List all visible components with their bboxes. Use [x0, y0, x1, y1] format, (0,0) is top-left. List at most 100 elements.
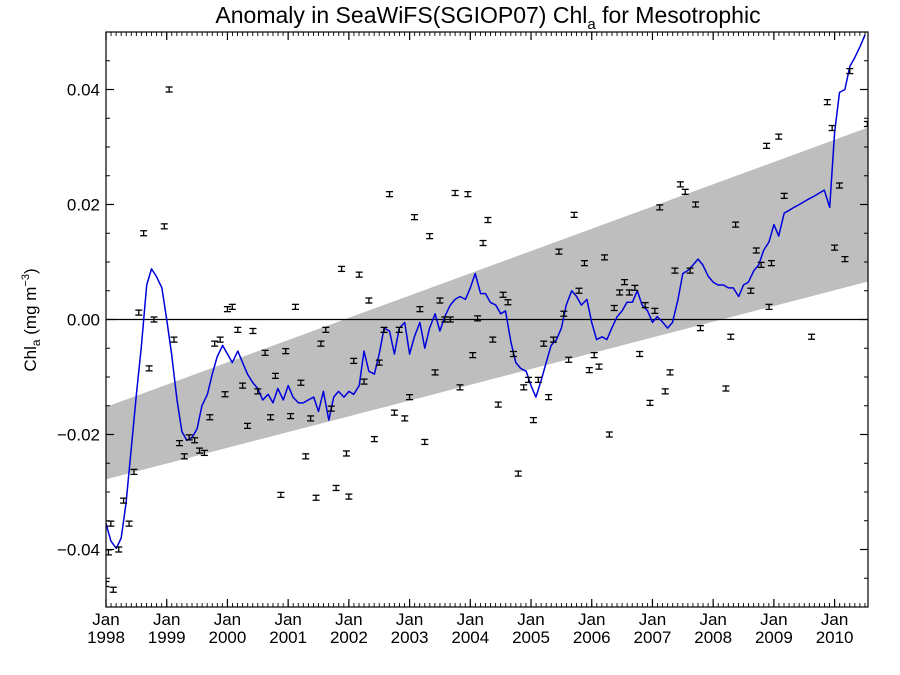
data-point — [375, 359, 383, 366]
data-point — [360, 378, 368, 385]
trend-band — [106, 127, 868, 480]
data-point — [390, 409, 398, 416]
data-point — [436, 297, 444, 304]
data-point — [489, 336, 497, 343]
plot-frame — [105, 31, 869, 608]
data-point — [107, 520, 115, 527]
data-point — [534, 376, 542, 384]
data-point — [808, 333, 816, 340]
x-tick-year-label: 2002 — [330, 628, 368, 647]
data-point — [469, 351, 477, 359]
trend-band-layer — [106, 127, 868, 480]
data-point — [727, 333, 735, 340]
data-point — [239, 382, 247, 389]
x-tick-year-label: 2009 — [755, 628, 793, 647]
data-point — [631, 284, 639, 292]
x-tick-month-label: Jan — [821, 610, 848, 629]
x-tick-year-label: 2003 — [391, 628, 429, 647]
data-point — [109, 586, 117, 593]
data-point — [605, 431, 613, 438]
data-point — [504, 299, 512, 306]
data-point — [345, 493, 353, 500]
data-point — [509, 350, 517, 358]
x-tick-year-label: 2005 — [512, 628, 550, 647]
x-tick-month-label: Jan — [335, 610, 362, 629]
data-point — [446, 316, 454, 323]
data-point — [297, 379, 305, 386]
data-point — [291, 303, 299, 311]
y-tick-label: −0.04 — [57, 541, 100, 560]
data-point — [494, 401, 502, 408]
data-point — [196, 447, 204, 454]
data-point — [549, 336, 557, 343]
data-point — [350, 357, 358, 365]
data-point — [130, 468, 138, 476]
x-tick-year-label: 2000 — [209, 628, 247, 647]
data-point — [555, 248, 563, 255]
data-point — [380, 326, 388, 334]
data-point — [529, 416, 537, 424]
data-point — [474, 315, 482, 322]
data-point — [267, 414, 275, 421]
y-tick-label: −0.02 — [57, 426, 100, 445]
data-point — [338, 265, 346, 273]
data-point — [115, 546, 123, 553]
data-point — [621, 278, 629, 286]
data-point — [145, 365, 153, 372]
data-point — [681, 188, 689, 196]
data-point — [456, 384, 464, 391]
data-point — [763, 142, 771, 150]
data-point — [277, 491, 285, 499]
data-point — [590, 351, 598, 359]
data-point — [401, 415, 409, 422]
data-point — [386, 190, 394, 198]
y-tick-label: 0.02 — [67, 196, 100, 215]
data-point — [823, 99, 831, 106]
data-point — [416, 305, 424, 313]
data-point — [722, 385, 730, 392]
data-point — [747, 287, 755, 294]
data-point — [775, 133, 783, 140]
data-point — [211, 340, 219, 347]
data-point — [863, 120, 868, 128]
data-point — [365, 297, 373, 304]
data-point — [846, 67, 854, 75]
data-point — [370, 435, 378, 443]
x-tick-month-label: Jan — [699, 610, 726, 629]
data-point — [165, 86, 173, 93]
data-point — [312, 494, 320, 501]
x-tick-year-label: 2007 — [634, 628, 672, 647]
y-axis-label: Chla (mg m−3) — [20, 268, 43, 371]
data-point — [216, 336, 224, 343]
data-point — [499, 291, 507, 298]
data-point — [261, 349, 269, 357]
data-point — [185, 434, 193, 441]
data-points-layer — [106, 67, 868, 593]
data-point — [464, 190, 472, 198]
data-point — [221, 391, 229, 398]
data-point — [150, 316, 158, 323]
data-point — [661, 388, 669, 395]
data-point — [317, 340, 325, 347]
data-point — [540, 340, 548, 347]
data-point — [841, 255, 849, 263]
smoothed-line — [106, 34, 866, 550]
data-point — [191, 437, 199, 444]
data-point — [228, 303, 236, 311]
data-point — [828, 124, 836, 132]
data-point — [125, 520, 133, 527]
data-point — [426, 232, 434, 240]
data-point — [580, 259, 588, 267]
data-point — [431, 369, 439, 376]
x-tick-month-label: Jan — [214, 610, 241, 629]
x-tick-month-label: Jan — [760, 610, 787, 629]
data-point — [641, 301, 649, 309]
data-point — [355, 271, 363, 278]
data-point — [732, 221, 740, 228]
data-point — [600, 254, 608, 261]
data-point — [525, 376, 533, 384]
data-point — [271, 372, 279, 380]
data-point — [287, 412, 295, 420]
data-point — [243, 422, 251, 430]
